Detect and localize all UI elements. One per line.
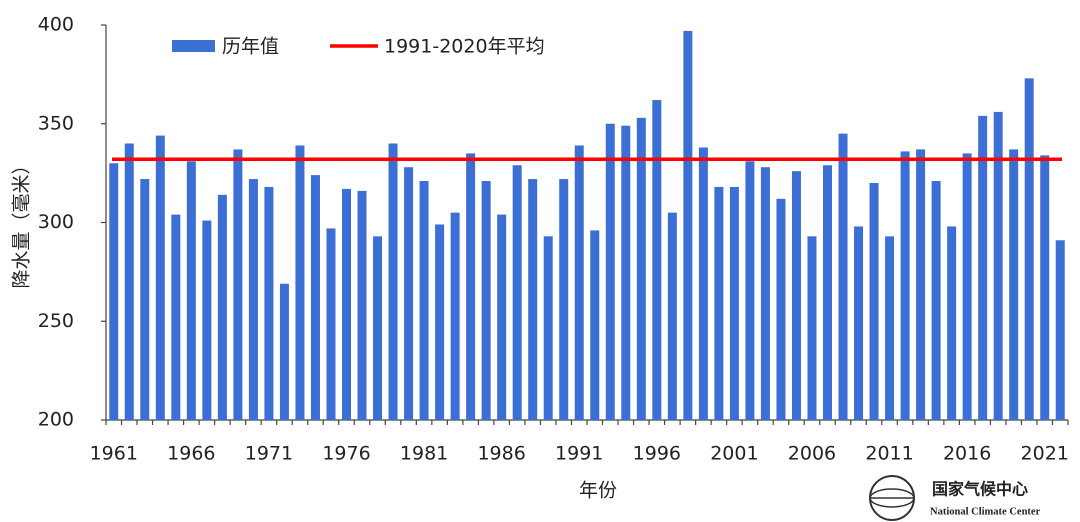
bar <box>124 143 134 420</box>
bar <box>497 214 507 420</box>
x-tick-label: 1996 <box>633 443 681 465</box>
bar <box>683 30 693 421</box>
bar <box>295 145 305 420</box>
x-tick-label: 2006 <box>788 443 836 465</box>
bar <box>559 179 569 420</box>
x-tick-label: 1981 <box>400 443 448 465</box>
bar <box>869 183 879 420</box>
source-en: National Climate Center <box>930 506 1041 517</box>
y-tick-label: 350 <box>38 112 74 134</box>
bar <box>373 236 383 420</box>
bar <box>450 212 460 420</box>
x-tick-label: 1966 <box>167 443 215 465</box>
x-tick-label: 2001 <box>710 443 758 465</box>
bar <box>636 117 646 420</box>
logo: 国家气候中心 National Climate Center <box>869 475 1041 521</box>
bar <box>962 153 972 420</box>
bar <box>1024 78 1034 420</box>
bar <box>652 100 662 421</box>
x-axis-title: 年份 <box>579 480 617 502</box>
bar <box>574 145 584 420</box>
legend-swatch <box>172 40 215 52</box>
bar <box>791 171 801 420</box>
bar <box>745 161 755 420</box>
y-tick-label: 300 <box>38 211 74 233</box>
bar <box>186 161 196 420</box>
bar <box>605 123 615 420</box>
bar <box>838 133 848 420</box>
bar <box>978 115 988 420</box>
bar <box>109 163 119 420</box>
x-tick-label: 1961 <box>90 443 138 465</box>
bar <box>248 179 258 420</box>
bar <box>279 283 289 420</box>
bar <box>947 226 957 420</box>
bar <box>310 175 320 420</box>
bar <box>807 236 817 420</box>
bar <box>512 165 522 420</box>
source: 国家气候中心 <box>932 480 1028 499</box>
bar <box>419 181 429 420</box>
y-tick-label: 200 <box>38 409 74 431</box>
x-tick-label: 2011 <box>865 443 913 465</box>
bar <box>900 151 910 420</box>
bar <box>667 212 677 420</box>
bar <box>1009 149 1019 421</box>
legend-label: 1991-2020年平均 <box>384 36 545 58</box>
x-tick-label: 1971 <box>245 443 293 465</box>
bar <box>264 186 274 420</box>
bar <box>590 230 600 420</box>
bar <box>714 186 724 420</box>
bar <box>404 167 414 420</box>
bar <box>155 135 165 420</box>
bar <box>1055 240 1065 420</box>
bar <box>326 228 336 420</box>
bar <box>357 190 367 420</box>
bar <box>217 194 227 420</box>
bar <box>621 125 631 420</box>
x-tick-label: 1986 <box>477 443 525 465</box>
x-tick-label: 1976 <box>322 443 370 465</box>
bar <box>823 165 832 420</box>
bar <box>481 181 491 420</box>
y-axis-title: 降水量（毫米） <box>11 155 33 288</box>
bar <box>776 198 786 420</box>
bar <box>698 147 708 420</box>
bar <box>760 167 770 420</box>
legend-label: 历年值 <box>222 36 279 58</box>
bar <box>885 236 895 420</box>
bar <box>202 220 212 420</box>
bar <box>140 179 150 420</box>
y-tick-label: 250 <box>38 310 74 332</box>
bar <box>916 149 926 421</box>
bar <box>388 143 398 420</box>
bar <box>1040 155 1050 420</box>
bar <box>435 224 445 420</box>
bar <box>171 214 181 420</box>
bar <box>931 181 941 420</box>
bar <box>854 226 864 420</box>
bar <box>528 179 538 420</box>
bar <box>729 186 739 420</box>
bar <box>342 188 351 420</box>
x-tick-label: 2016 <box>943 443 991 465</box>
bar <box>466 153 476 420</box>
x-tick-label: 2021 <box>1021 443 1069 465</box>
bar <box>993 111 1003 421</box>
bar <box>233 149 243 421</box>
x-tick-label: 1991 <box>555 443 603 465</box>
bar <box>543 236 553 420</box>
y-tick-label: 400 <box>38 14 74 36</box>
